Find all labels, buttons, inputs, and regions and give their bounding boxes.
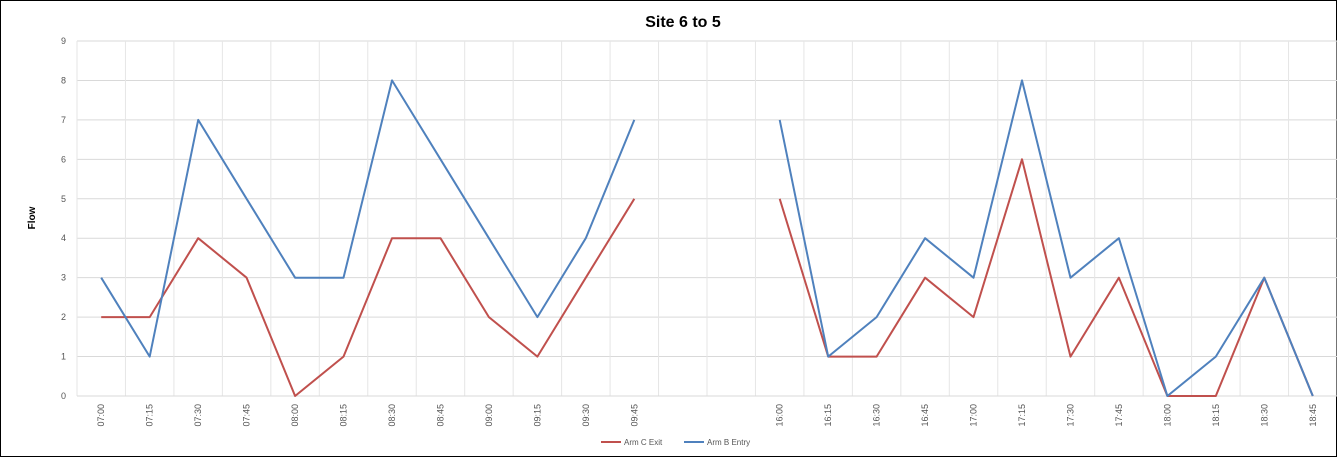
x-tick-label: 17:45 [1114, 404, 1124, 427]
x-tick-label: 18:00 [1162, 404, 1172, 427]
x-tick-label: 18:45 [1308, 404, 1318, 427]
legend: Arm C Exit Arm B Entry [601, 438, 750, 447]
x-tick-label: 09:15 [532, 404, 542, 427]
y-tick-label: 3 [61, 273, 66, 283]
y-tick-label: 6 [61, 154, 66, 164]
y-tick-label: 8 [61, 75, 66, 85]
x-tick-label: 07:15 [145, 404, 155, 427]
y-axis-label: Flow [27, 206, 38, 229]
series-line-2 [100, 79, 636, 358]
x-axis-ticks: 07:00 07:15 07:30 07:45 08:00 08:15 08:30 08:45… [96, 404, 1318, 427]
y-tick-label: 4 [61, 233, 66, 243]
y-tick-label: 9 [61, 36, 66, 46]
x-tick-label: 07:30 [193, 404, 203, 427]
x-tick-label: 08:45 [435, 404, 445, 427]
x-tick-label: 08:15 [339, 404, 349, 427]
x-tick-label: 07:00 [96, 404, 106, 427]
x-tick-label: 16:30 [872, 404, 882, 427]
x-tick-label: 16:45 [920, 404, 930, 427]
legend-label-1: Arm C Exit [624, 438, 663, 447]
x-tick-label: 16:15 [823, 404, 833, 427]
x-tick-label: 09:30 [581, 404, 591, 427]
series-line-1 [778, 158, 1314, 397]
chart-title: Site 6 to 5 [645, 14, 721, 31]
x-tick-label: 18:15 [1211, 404, 1221, 427]
y-tick-label: 5 [61, 194, 66, 204]
y-axis-ticks: 0 1 2 3 4 5 6 7 8 9 [61, 36, 66, 401]
x-tick-label: 18:30 [1259, 404, 1269, 427]
x-tick-label: 07:45 [242, 404, 252, 427]
y-tick-label: 1 [61, 352, 66, 362]
y-tick-label: 0 [61, 391, 66, 401]
series-line-1 [101, 198, 636, 397]
legend-label-2: Arm B Entry [707, 438, 750, 447]
series-lines [100, 79, 1314, 397]
x-tick-label: 09:00 [484, 404, 494, 427]
x-tick-label: 09:45 [629, 404, 639, 427]
x-tick-label: 08:30 [387, 404, 397, 427]
x-tick-label: 17:15 [1017, 404, 1027, 427]
y-tick-label: 7 [61, 115, 66, 125]
y-tick-label: 2 [61, 312, 66, 322]
series-line-2 [778, 79, 1314, 397]
x-tick-label: 17:00 [969, 404, 979, 427]
x-tick-label: 08:00 [290, 404, 300, 427]
x-tick-label: 17:30 [1065, 404, 1075, 427]
x-tick-label: 16:00 [775, 404, 785, 427]
